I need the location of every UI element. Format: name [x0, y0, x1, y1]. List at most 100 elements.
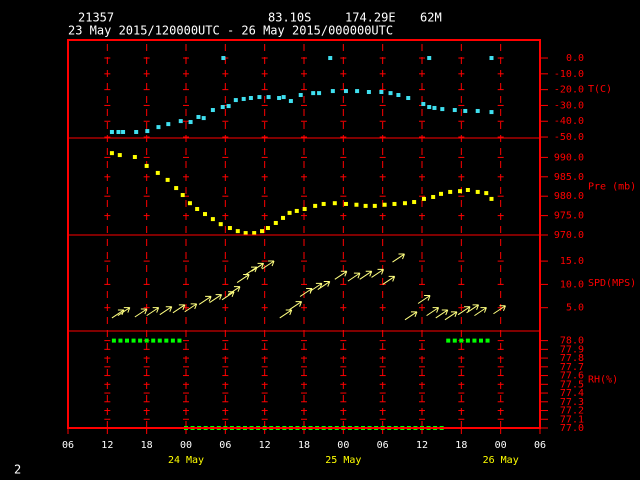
point — [220, 105, 225, 110]
x-tick-label: 12 — [416, 440, 428, 451]
point — [354, 202, 359, 207]
y-tick-label: 77.6 — [560, 371, 584, 382]
point — [116, 129, 121, 134]
point — [452, 108, 457, 113]
x-tick-label: 06 — [377, 440, 389, 451]
x-tick-label: 00 — [180, 440, 192, 451]
wind-arrow — [466, 304, 480, 314]
point — [187, 201, 192, 206]
wind-arrow — [227, 286, 241, 296]
y-tick-label: -10.0 — [554, 69, 584, 80]
station-id: 21357 — [78, 11, 114, 25]
wind-arrow — [417, 295, 431, 304]
point — [372, 203, 377, 208]
point — [180, 193, 185, 198]
x-tick-label: 00 — [337, 440, 349, 451]
point — [134, 129, 139, 134]
point — [265, 226, 270, 231]
wind-arrow — [334, 270, 348, 280]
y-tick-label: 15.0 — [560, 256, 584, 267]
y-tick-label: -40.0 — [554, 116, 584, 127]
x-tick-label: 18 — [141, 440, 153, 451]
wind-arrow — [236, 274, 250, 283]
point — [281, 215, 286, 220]
point — [427, 56, 432, 61]
point — [475, 189, 480, 194]
wind-arrow — [474, 307, 487, 317]
point — [203, 212, 208, 217]
date-label: 26 May — [483, 455, 519, 466]
point — [243, 231, 248, 236]
wind-arrow — [198, 295, 212, 305]
point — [138, 338, 143, 343]
point — [131, 338, 136, 343]
y-tick-label: 78.0 — [560, 336, 584, 347]
point — [484, 191, 489, 196]
point — [446, 338, 451, 343]
point — [210, 217, 215, 222]
wind-arrow — [435, 309, 449, 319]
point — [227, 226, 232, 231]
x-tick-label: 06 — [62, 440, 74, 451]
point — [196, 114, 201, 119]
y-tick-label: 77.4 — [560, 388, 584, 399]
y-tick-label: 77.2 — [560, 406, 584, 417]
y-tick-label: 5.0 — [566, 303, 584, 314]
point — [156, 125, 161, 130]
point — [201, 116, 206, 121]
point — [157, 338, 162, 343]
point — [266, 95, 271, 100]
point — [402, 201, 407, 206]
y-tick-label: 77.7 — [560, 362, 584, 373]
y-tick-label: -30.0 — [554, 100, 584, 111]
period: 23 May 2015/120000UTC - 26 May 2015/0000… — [68, 24, 393, 38]
point — [177, 338, 182, 343]
y-tick-label: 77.1 — [560, 414, 584, 425]
point — [432, 105, 437, 110]
point — [164, 338, 169, 343]
point — [281, 95, 286, 100]
point — [109, 151, 114, 156]
point — [125, 338, 129, 343]
point — [235, 229, 240, 234]
point — [448, 189, 453, 194]
latitude: 83.10S — [268, 11, 311, 25]
point — [178, 119, 183, 124]
point — [396, 93, 401, 98]
y-tick-label: 77.0 — [560, 423, 584, 434]
point — [343, 89, 348, 94]
point — [439, 191, 444, 196]
point — [109, 129, 114, 134]
point — [465, 187, 470, 192]
point — [248, 96, 253, 101]
series-label: T(C) — [588, 84, 612, 95]
point — [317, 91, 322, 96]
wind-arrow — [184, 303, 198, 313]
point — [257, 95, 262, 100]
wind-arrow — [289, 301, 303, 310]
point — [298, 93, 303, 98]
point — [252, 231, 257, 236]
date-label: 25 May — [325, 455, 361, 466]
point — [302, 207, 307, 212]
point — [458, 189, 463, 194]
point — [363, 203, 368, 208]
point — [489, 110, 494, 115]
point — [440, 107, 445, 112]
wind-arrow — [426, 307, 440, 317]
wind-arrow — [392, 253, 405, 263]
point — [294, 208, 299, 213]
point — [489, 56, 494, 61]
y-tick-label: 980.0 — [554, 191, 584, 202]
point — [287, 210, 292, 215]
point — [221, 56, 226, 61]
point — [121, 129, 126, 134]
y-tick-label: 990.0 — [554, 152, 584, 163]
y-tick-label: 985.0 — [554, 172, 584, 183]
point — [195, 207, 200, 212]
point — [145, 129, 150, 134]
y-tick-label: 77.8 — [560, 353, 584, 364]
point — [485, 338, 490, 343]
point — [241, 96, 246, 101]
